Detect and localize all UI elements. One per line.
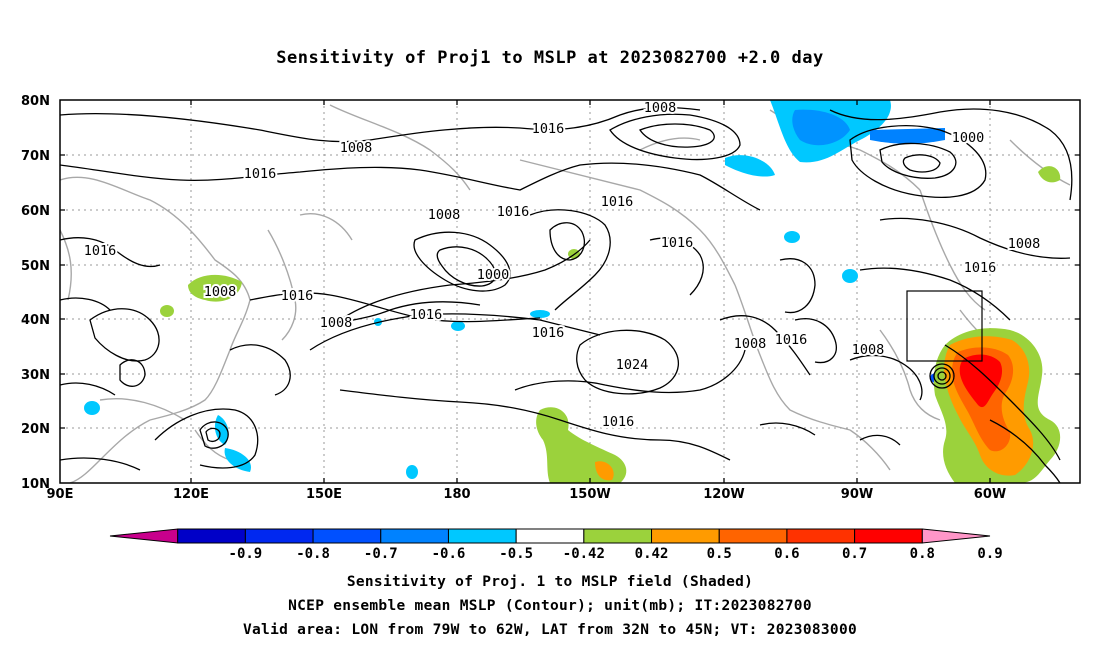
contour-label: 1016 [244, 166, 277, 182]
colorbar-tick-label: -0.9 [229, 546, 263, 562]
contour-label: 1016 [602, 414, 635, 430]
chart-title: Sensitivity of Proj1 to MSLP at 20230827… [276, 48, 824, 68]
contour-label: 1016 [410, 307, 443, 323]
lat-label: 30N [21, 368, 50, 383]
colorbar-arrow-low [109, 528, 179, 544]
contour-label: 1016 [281, 288, 314, 304]
colorbar-segment [515, 528, 585, 544]
lat-label: 80N [21, 94, 50, 109]
lat-label: 20N [21, 422, 50, 437]
colorbar-segment [718, 528, 788, 544]
contour-label: 1008 [320, 315, 353, 331]
contour-label: 1024 [616, 357, 649, 373]
contour-label: 1016 [775, 332, 808, 348]
lon-label: 90E [47, 487, 74, 502]
colorbar: -0.9 -0.8 -0.7 -0.6 -0.5 -0.42 0.42 0.5 0.6 0.7 0.… [109, 528, 1003, 562]
colorbar-segment [312, 528, 382, 544]
lat-label: 50N [21, 259, 50, 274]
positive-sensitivity-shading [160, 166, 1061, 483]
longitude-labels: 90E 120E 150E 180 150W 120W 90W 60W [47, 487, 1007, 502]
colorbar-tick-label: -0.5 [499, 546, 533, 562]
caption-valid-area: Valid area: LON from 79W to 62W, LAT fro… [242, 622, 858, 638]
lat-label: 70N [21, 149, 50, 164]
contour-label: 1008 [204, 284, 237, 300]
colorbar-tick-label: 0.9 [977, 546, 1002, 562]
contour-label: 1016 [661, 235, 694, 251]
frame-ticks [60, 100, 1080, 483]
lon-label: 60W [974, 487, 1006, 502]
colorbar-segment [854, 528, 923, 544]
colorbar-arrow-high [921, 528, 991, 544]
valid-area-box [906, 290, 983, 362]
lon-label: 150W [569, 487, 610, 502]
lon-label: 120E [173, 487, 209, 502]
caption-contour: NCEP ensemble mean MSLP (Contour); unit(… [288, 598, 812, 614]
colorbar-segment [380, 528, 449, 544]
colorbar-tick-label: -0.7 [364, 546, 398, 562]
lat-label: 60N [21, 204, 50, 219]
colorbar-tick-label: -0.8 [296, 546, 330, 562]
map-frame [59, 99, 1081, 484]
contour-label: 1008 [1008, 236, 1041, 252]
colorbar-tick-label: -0.42 [563, 546, 605, 562]
contour-label: 1008 [644, 100, 677, 116]
colorbar-tick-label: 0.6 [774, 546, 799, 562]
colorbar-tick-label: -0.6 [432, 546, 466, 562]
colorbar-segment [583, 528, 653, 544]
colorbar-tick-label: 0.7 [842, 546, 867, 562]
contour-label: 1008 [734, 336, 767, 352]
colorbar-segment [447, 528, 517, 544]
lon-label: 150E [306, 487, 342, 502]
latitude-labels: 80N 70N 60N 50N 40N 30N 20N 10N [21, 94, 50, 492]
contour-label: 1016 [601, 194, 634, 210]
colorbar-segment [177, 528, 246, 544]
contour-labels: 1008 1016 1008 1016 1016 1008 1000 1016 … [82, 98, 1043, 432]
contour-label: 1016 [84, 243, 117, 259]
contour-label: 1016 [497, 204, 530, 220]
negative-sensitivity-shading [84, 100, 945, 479]
colorbar-tick-label: 0.8 [910, 546, 935, 562]
contour-label: 1008 [852, 342, 885, 358]
colorbar-segment [651, 528, 720, 544]
colorbar-tick-label: 0.5 [707, 546, 732, 562]
lat-label: 40N [21, 313, 50, 328]
contour-label: 1008 [340, 140, 373, 156]
contour-label: 1016 [532, 121, 565, 137]
contour-label: 1000 [952, 130, 985, 146]
contour-label: 1008 [428, 207, 461, 223]
contour-label: 1000 [477, 267, 510, 283]
lat-label: 10N [21, 477, 50, 492]
caption-shading: Sensitivity of Proj. 1 to MSLP field (Sh… [346, 574, 754, 590]
contour-label: 1016 [532, 325, 565, 341]
colorbar-tick-label: 0.42 [635, 546, 669, 562]
contour-label: 1016 [964, 260, 997, 276]
colorbar-segment [244, 528, 314, 544]
lon-label: 120W [703, 487, 744, 502]
lon-label: 90W [841, 487, 873, 502]
mslp-contours [60, 106, 1073, 483]
colorbar-segment [786, 528, 856, 544]
lon-label: 180 [443, 487, 470, 502]
